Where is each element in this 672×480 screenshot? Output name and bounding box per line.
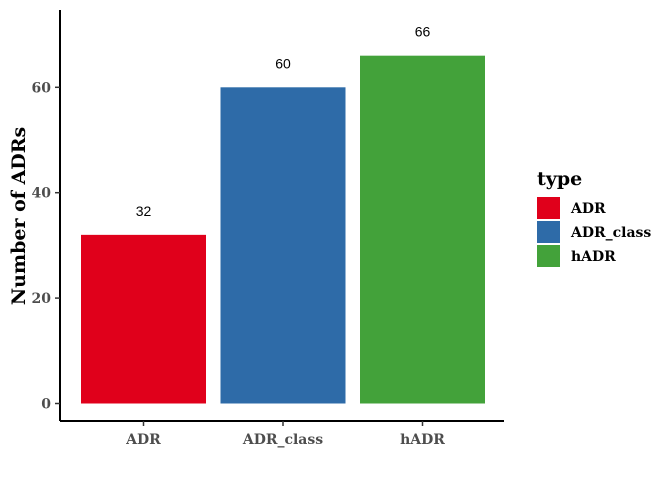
x-axis: ADR ADR_class hADR: [60, 420, 504, 448]
y-tick-label: 60: [32, 80, 52, 96]
y-axis-title: Number of ADRs: [8, 127, 30, 305]
y-tick-label: 20: [32, 291, 52, 307]
legend-swatch-hadr: [537, 245, 560, 267]
legend-label-adr-class: ADR_class: [570, 225, 651, 241]
bar-adr-class: [220, 87, 346, 404]
legend-title: type: [537, 168, 582, 190]
data-labels-group: 32 60 66: [136, 24, 431, 219]
bar-adr: [81, 234, 206, 404]
x-tick-label: hADR: [400, 432, 445, 448]
legend-swatch-adr-class: [537, 221, 560, 243]
legend-swatch-adr: [537, 197, 560, 219]
data-label-adr: 32: [136, 203, 152, 219]
x-tick-label: ADR: [125, 432, 161, 448]
bar-hadr: [360, 55, 485, 404]
x-tick-label: ADR_class: [242, 432, 323, 448]
y-tick-label: 0: [41, 397, 51, 413]
legend-label-adr: ADR: [570, 201, 606, 217]
data-label-adr-class: 60: [275, 55, 291, 71]
legend-label-hadr: hADR: [571, 249, 616, 265]
y-tick-label: 40: [32, 186, 52, 202]
y-axis: 0 20 40 60: [32, 10, 61, 421]
legend: type ADR ADR_class hADR: [537, 168, 651, 267]
data-label-hadr: 66: [415, 24, 431, 40]
bars-group: [81, 55, 485, 404]
